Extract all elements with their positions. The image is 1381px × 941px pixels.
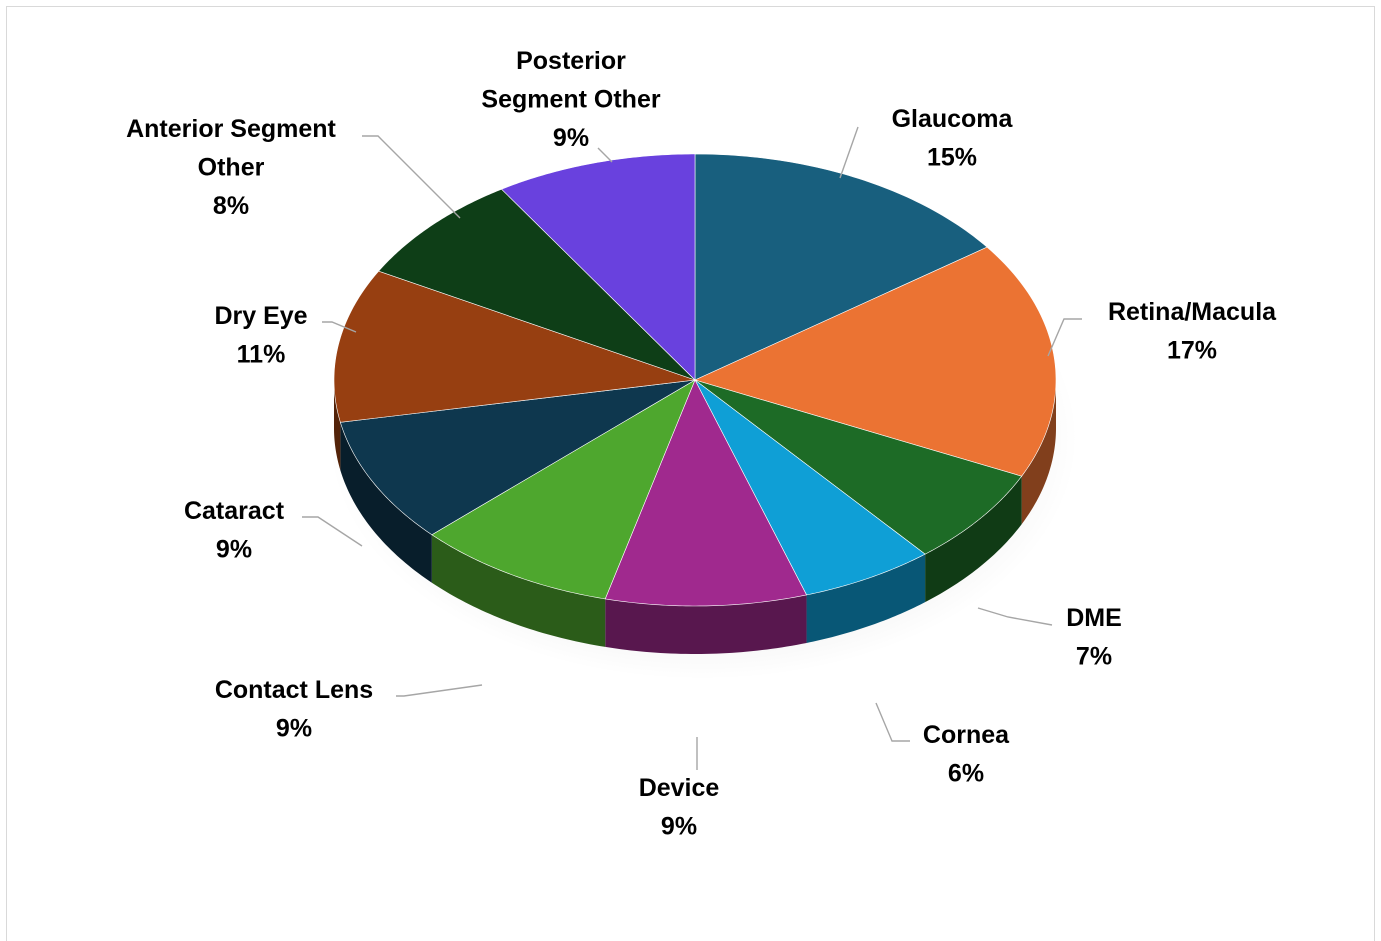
pie-side-retina-macula (1021, 380, 1056, 525)
pie-slice-device[interactable] (604, 379, 808, 607)
label-name-cataract: Cataract (184, 497, 285, 525)
leader-line-dme (977, 607, 1053, 626)
label-pct-cornea: 6% (948, 760, 984, 788)
leader-line-cataract (302, 516, 363, 547)
data-label-anterior-segment-other: Anterior Segment Other 8% (126, 115, 336, 220)
pie-slice-cataract[interactable] (339, 379, 696, 536)
label-name-anterior-segment-other: Anterior Segment (126, 115, 336, 143)
pie-slice-retina-macula[interactable] (694, 246, 1057, 477)
leader-line-retina-macula (1047, 318, 1082, 357)
label-pct-device: 9% (661, 813, 697, 841)
pie-slice-contact-lens[interactable] (431, 379, 696, 600)
label-pct-dme: 7% (1076, 643, 1112, 671)
leader-line-anterior-segment-other (362, 135, 461, 219)
leader-line-cornea (875, 702, 910, 742)
pie-side-dme (925, 476, 1022, 603)
pie-side-cataract (340, 422, 432, 583)
label-pct-glaucoma: 15% (927, 144, 977, 172)
pie-side-device (605, 594, 807, 654)
pie-slice-anterior-segment-other[interactable] (378, 188, 696, 381)
pie-slice-dry-eye[interactable] (333, 270, 696, 423)
leader-line-posterior-segment-other (597, 147, 613, 163)
pie-slice-cornea[interactable] (694, 379, 926, 596)
label-name-retina-macula: Retina/Macula (1108, 298, 1277, 326)
label-name-dme: DME (1066, 604, 1122, 632)
data-label-posterior-segment-other: Posterior Segment Other 9% (481, 47, 660, 152)
pie-slice-dme[interactable] (694, 379, 1023, 555)
data-label-contact-lens: Contact Lens 9% (215, 676, 373, 743)
label-name-glaucoma: Glaucoma (892, 105, 1014, 133)
leader-line-contact-lens (396, 684, 483, 697)
label-pct-posterior-segment-other: 9% (553, 124, 589, 152)
label-name-device: Device (639, 774, 720, 802)
data-label-device: Device 9% (639, 774, 720, 841)
label-pct-retina-macula: 17% (1167, 337, 1217, 365)
label-name-anterior-segment-other: Other (198, 154, 265, 182)
leader-line-glaucoma (839, 126, 859, 179)
label-pct-cataract: 9% (216, 536, 252, 564)
data-label-glaucoma: Glaucoma 15% (892, 105, 1014, 172)
pie-slice-posterior-segment-other[interactable] (501, 153, 696, 381)
label-pct-anterior-segment-other: 8% (213, 192, 249, 220)
data-label-cornea: Cornea 6% (923, 721, 1010, 788)
pie-side-cornea (806, 554, 926, 643)
label-name-contact-lens: Contact Lens (215, 676, 373, 704)
pie-slice-glaucoma[interactable] (694, 153, 988, 381)
data-label-dry-eye: Dry Eye 11% (214, 302, 307, 369)
label-name-dry-eye: Dry Eye (214, 302, 307, 330)
leader-line-dry-eye (322, 321, 357, 333)
label-name-posterior-segment-other: Segment Other (481, 86, 660, 114)
label-name-cornea: Cornea (923, 721, 1010, 749)
label-pct-contact-lens: 9% (276, 715, 312, 743)
data-label-dme: DME 7% (1066, 604, 1122, 671)
label-pct-dry-eye: 11% (237, 341, 286, 369)
pie-side-contact-lens (431, 534, 606, 647)
label-name-posterior-segment-other: Posterior (516, 47, 626, 75)
data-label-retina-macula: Retina/Macula 17% (1108, 298, 1277, 365)
data-label-cataract: Cataract 9% (184, 497, 285, 564)
